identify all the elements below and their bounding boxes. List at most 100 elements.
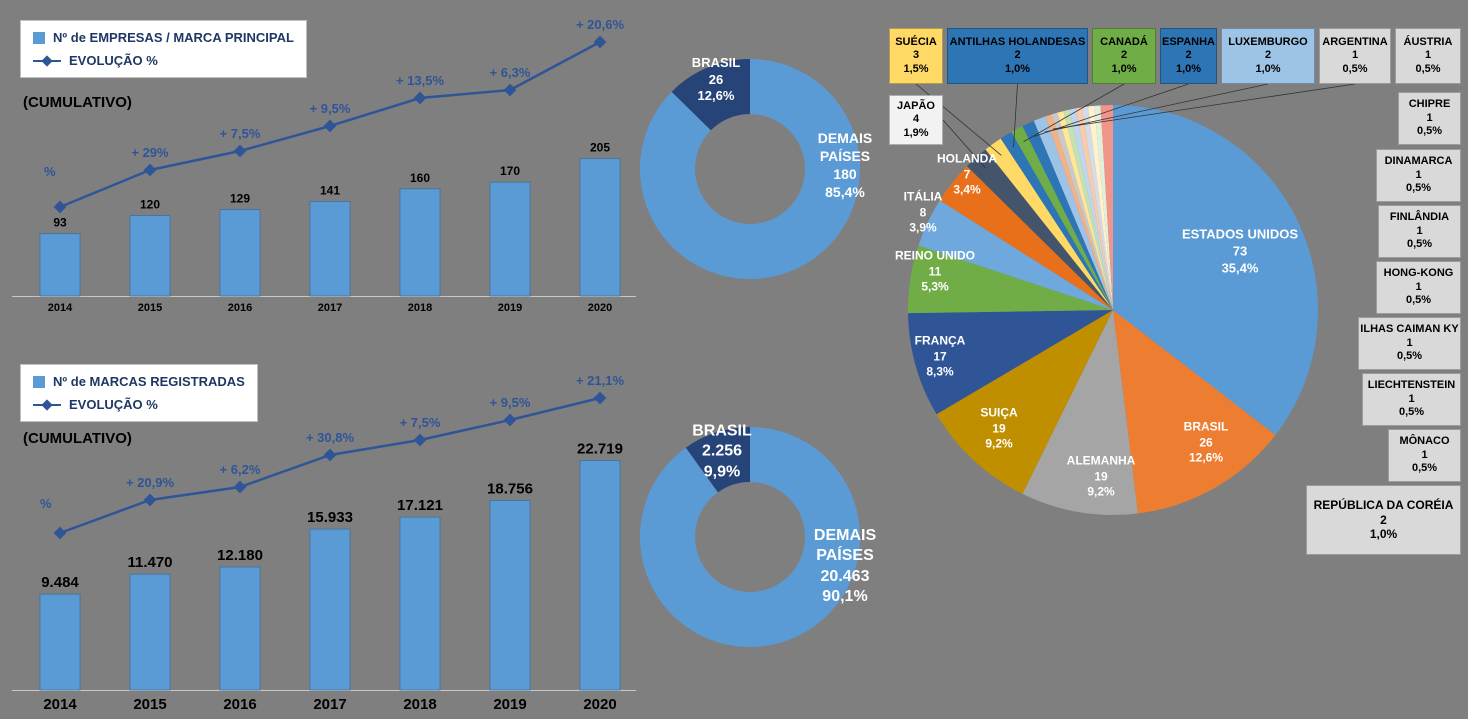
legend-label-line: EVOLUÇÃO % [69,397,158,412]
pie-slice-dinamarca [1063,109,1113,311]
marcas-bar-line-chart: 9.484 2014 11.470 2015 12.180 2016 15.933 2017 1… [12,373,636,713]
marcas-chart-legend: Nº de MARCAS REGISTRADAS EVOLUÇÃO % [20,364,258,422]
marcas-line-axis-label: % [40,496,52,511]
pie-slice-holanda [939,166,1113,310]
pie-inside-label-reino-unido: REINO UNIDO 11 5,3% [894,248,976,294]
legend-item-bars: Nº de MARCAS REGISTRADAS [33,374,245,389]
x-axis-label: 2017 [313,696,346,713]
bar-2015 [129,573,171,691]
bar-value-label: 9.484 [41,574,79,591]
callout-line [1052,83,1356,130]
pie-slice-franca [908,310,1113,415]
pie-slice-monaco [1094,105,1113,310]
line-value-label: + 7,5% [400,415,441,430]
callout-line [1023,83,1125,142]
pie-slice-ilhas-caiman-ky [1081,106,1113,311]
pie-callout-suecia: SUÉCIA 3 1,5% [889,28,943,84]
line-value-label: + 29% [131,145,169,160]
legend-label-line: EVOLUÇÃO % [69,53,158,68]
line-series-swatch-icon [33,55,61,67]
bar-value-label: 93 [53,216,67,230]
empresas-chart-legend: Nº de EMPRESAS / MARCA PRINCIPAL EVOLUÇÃ… [20,20,307,78]
donut-slice-demais-paises [640,59,860,279]
pie-slice-austria [1051,112,1113,310]
bar-2018 [399,516,441,691]
pie-callout-luxemburgo: LUXEMBURGO 2 1,0% [1221,28,1315,84]
line-marker-icon [143,493,157,507]
bar-2014 [39,233,81,297]
line-value-label: + 20,9% [126,475,175,490]
x-axis-label: 2015 [133,696,166,713]
x-axis-label: 2019 [493,696,526,713]
bar-value-label: 141 [320,184,340,198]
pie-slice-chipre [1057,111,1113,311]
pie-inside-label-brasil: BRASIL 26 12,6% [1183,419,1229,465]
bar-value-label: 170 [500,164,520,178]
line-marker-icon [593,391,607,405]
bar-2015 [129,215,171,297]
line-marker-icon [503,413,517,427]
line-marker-icon [143,163,157,177]
origem-empresas-donut-chart [640,59,860,279]
line-marker-icon [503,83,517,97]
bar-value-label: 15.933 [307,509,353,526]
legend-label-bars: Nº de MARCAS REGISTRADAS [53,374,245,389]
donut-slice-brasil [685,427,750,493]
bar-2020 [579,158,621,297]
x-axis-label: 2016 [228,302,252,314]
pie-slice-suica [936,310,1113,494]
pie-slice-hong-kong [1075,107,1113,310]
pie-callout-dinamarca: DINAMARCA 1 0,5% [1376,149,1461,202]
pie-callout-hong-kong: HONG-KONG 1 0,5% [1376,261,1461,314]
bar-value-label: 205 [590,141,610,155]
line-value-label: + 6,3% [490,65,531,80]
bar-series-swatch-icon [33,31,45,44]
pie-slice-estados-unidos [1113,105,1318,436]
pie-slice-brasil [1113,310,1276,514]
callout-line [942,119,986,169]
bar-value-label: 22.719 [577,441,623,458]
empresas-subtitle: (CUMULATIVO) [23,94,132,111]
pie-callout-liechtenstein: LIECHTENSTEIN 1 0,5% [1362,373,1461,426]
pie-slice-reino-unido [908,245,1113,314]
pie-callout-finlandia: FINLÂNDIA 1 0,5% [1378,205,1461,258]
line-marker-icon [323,448,337,462]
donut-slice-demais-paises [640,427,860,647]
x-axis-label: 2018 [408,302,432,314]
bar-2016 [219,566,261,691]
bar-value-label: 129 [230,192,250,206]
line-value-label: + 20,6% [576,17,625,32]
line-value-label: + 7,5% [220,126,261,141]
pie-inside-label-italia: ITÁLIA 8 3,9% [903,189,943,235]
pie-slice-liechtenstein [1088,105,1113,310]
donut-label-brasil: BRASIL 2.256 9,9% [692,422,752,481]
pie-callout-republica-da-coreia: REPÚBLICA DA CORÉIA 2 1,0% [1306,485,1461,555]
line-marker-icon [593,35,607,49]
pie-slice-republica-da-coreia [1100,105,1113,310]
x-axis-label: 2014 [43,696,77,713]
pie-callout-canada: CANADÁ 2 1,0% [1092,28,1156,84]
x-axis-label: 2018 [403,696,436,713]
pie-callout-monaco: MÔNACO 1 0,5% [1388,429,1461,482]
x-axis-label: 2020 [588,302,612,314]
pie-inside-label-alemanha: ALEMANHA 19 9,2% [1066,453,1136,499]
marcas-subtitle: (CUMULATIVO) [23,430,132,447]
bar-2016 [219,209,261,297]
pie-callout-austria: ÁUSTRIA 1 0,5% [1395,28,1461,84]
legend-item-line: EVOLUÇÃO % [33,53,294,68]
x-axis-label: 2014 [48,302,73,314]
bar-value-label: 12.180 [217,547,263,564]
x-axis-label: 2019 [498,302,522,314]
legend-label-bars: Nº de EMPRESAS / MARCA PRINCIPAL [53,30,294,45]
pie-slice-antilhas-holandesas [1000,131,1113,310]
line-value-label: + 6,2% [220,462,261,477]
bar-value-label: 18.756 [487,481,533,498]
callout-line [1044,83,1269,133]
pie-slice-canada [1011,126,1113,310]
line-marker-icon [53,526,67,540]
line-value-label: + 9,5% [490,395,531,410]
legend-item-bars: Nº de EMPRESAS / MARCA PRINCIPAL [33,30,294,45]
bar-value-label: 11.470 [127,554,172,571]
bar-2018 [399,188,441,297]
